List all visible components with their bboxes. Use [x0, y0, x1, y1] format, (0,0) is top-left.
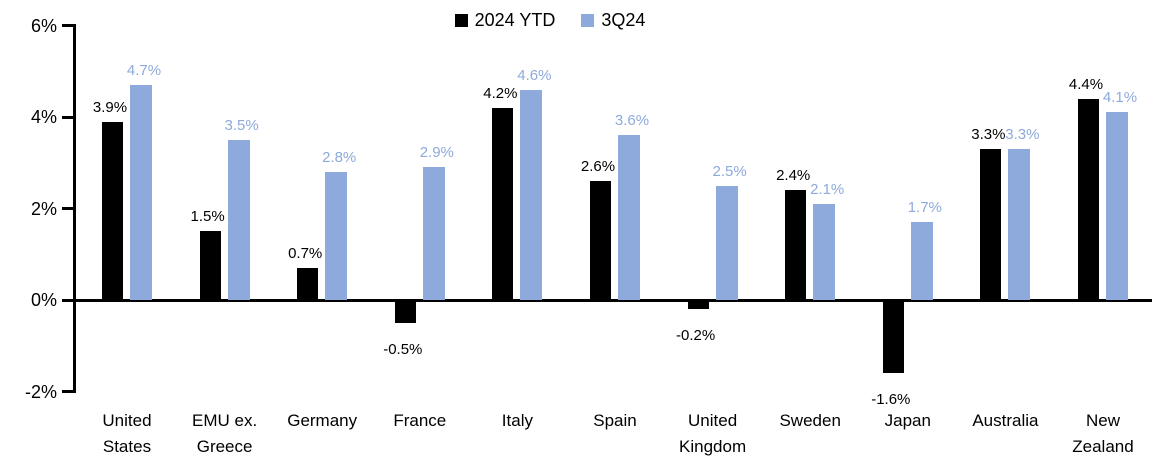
y-axis-tick-label: 6%: [30, 15, 57, 36]
bar-3q24-italy: [520, 89, 543, 300]
bar-label-3q24-germany: 2.8%: [322, 148, 357, 166]
bar-3q24-emu-ex-greece: [227, 139, 250, 300]
x-axis-baseline: [73, 298, 1152, 302]
bar-label-3q24-sweden: 2.1%: [810, 180, 845, 198]
bar-label-2024ytd-italy: 4.2%: [483, 84, 518, 102]
bar-2024ytd-germany: [297, 267, 319, 300]
bar-3q24-united-kingdom: [715, 185, 738, 300]
bar-label-2024ytd-germany: 0.7%: [288, 244, 323, 262]
bar-label-2024ytd-japan: -1.6%: [871, 391, 911, 409]
bar-label-3q24-italy: 4.6%: [517, 66, 552, 84]
category-label-united-states: United States: [102, 411, 152, 456]
bar-label-2024ytd-france: -0.5%: [383, 340, 423, 358]
bar-3q24-spain: [618, 135, 640, 300]
bar-label-2024ytd-new-zealand: 4.4%: [1068, 75, 1104, 93]
category-label-sweden: Sweden: [779, 411, 841, 430]
legend-swatch-3q24-icon: [581, 13, 595, 27]
y-axis-line: [73, 24, 76, 393]
bar-label-3q24-new-zealand: 4.1%: [1102, 89, 1138, 107]
y-tick-mark: [62, 298, 73, 302]
y-axis-tick-label: -2%: [24, 381, 57, 402]
legend-item-2024ytd: 2024 YTD: [454, 10, 556, 30]
y-axis-tick-label: 4%: [30, 107, 57, 127]
bar-3q24-sweden: [813, 203, 836, 300]
bar-label-3q24-united-states: 4.7%: [126, 61, 162, 79]
category-label-spain: Spain: [593, 411, 637, 430]
bar-2024ytd-sweden: [785, 190, 807, 300]
y-tick-mark: [62, 24, 73, 27]
bar-2024ytd-emu-ex-greece: [199, 231, 221, 300]
y-tick-mark: [62, 115, 73, 119]
category-label-germany: Germany: [287, 411, 358, 430]
y-tick-mark: [62, 390, 73, 393]
bar-3q24-australia: [1008, 149, 1031, 300]
bar-label-2024ytd-australia: 3.3%: [971, 126, 1006, 144]
legend-item-3q24: 3Q24: [581, 10, 645, 30]
bar-2024ytd-united-kingdom: [687, 300, 709, 310]
category-label-new-zealand: New Zealand: [1072, 411, 1134, 456]
bar-2024ytd-france: [394, 300, 416, 323]
category-label-japan: Japan: [884, 411, 931, 430]
bar-label-2024ytd-emu-ex-greece: 1.5%: [190, 208, 225, 226]
bar-label-2024ytd-united-kingdom: -0.2%: [676, 327, 716, 345]
bar-label-3q24-japan: 1.7%: [907, 199, 942, 217]
bar-2024ytd-new-zealand: [1078, 98, 1099, 300]
y-axis-tick-label: 0%: [30, 290, 57, 310]
legend-label-2024ytd: 2024 YTD: [474, 10, 556, 30]
bar-2024ytd-united-states: [102, 121, 123, 300]
category-label-france: France: [393, 411, 447, 430]
bar-label-3q24-emu-ex-greece: 3.5%: [224, 116, 259, 134]
bar-label-3q24-australia: 3.3%: [1005, 126, 1040, 144]
category-label-australia: Australia: [972, 411, 1039, 430]
bar-3q24-united-states: [130, 84, 152, 300]
bar-label-2024ytd-united-states: 3.9%: [92, 98, 128, 116]
bar-label-2024ytd-sweden: 2.4%: [776, 167, 811, 185]
bar-2024ytd-italy: [492, 107, 514, 300]
bar-label-2024ytd-spain: 2.6%: [580, 158, 616, 176]
y-axis-tick-label: 2%: [30, 198, 57, 219]
bar-label-3q24-france: 2.9%: [419, 144, 454, 162]
bar-3q24-new-zealand: [1106, 112, 1128, 300]
y-tick-mark: [62, 207, 73, 210]
bar-3q24-japan: [910, 222, 933, 300]
bar-3q24-france: [422, 167, 445, 300]
bar-label-3q24-united-kingdom: 2.5%: [712, 162, 747, 180]
bar-2024ytd-australia: [980, 149, 1002, 300]
legend-label-3q24: 3Q24: [601, 10, 646, 30]
bar-label-3q24-spain: 3.6%: [614, 112, 650, 130]
category-label-united-kingdom: United Kingdom: [679, 411, 747, 456]
legend-swatch-2024ytd-icon: [454, 13, 468, 27]
category-label-italy: Italy: [501, 411, 533, 430]
bar-3q24-germany: [325, 171, 348, 300]
category-label-emu-ex-greece: EMU ex. Greece: [192, 411, 258, 456]
chart-legend: 2024 YTD 3Q24: [0, 10, 1100, 30]
bar-2024ytd-spain: [590, 181, 611, 300]
bar-2024ytd-japan: [882, 300, 904, 374]
